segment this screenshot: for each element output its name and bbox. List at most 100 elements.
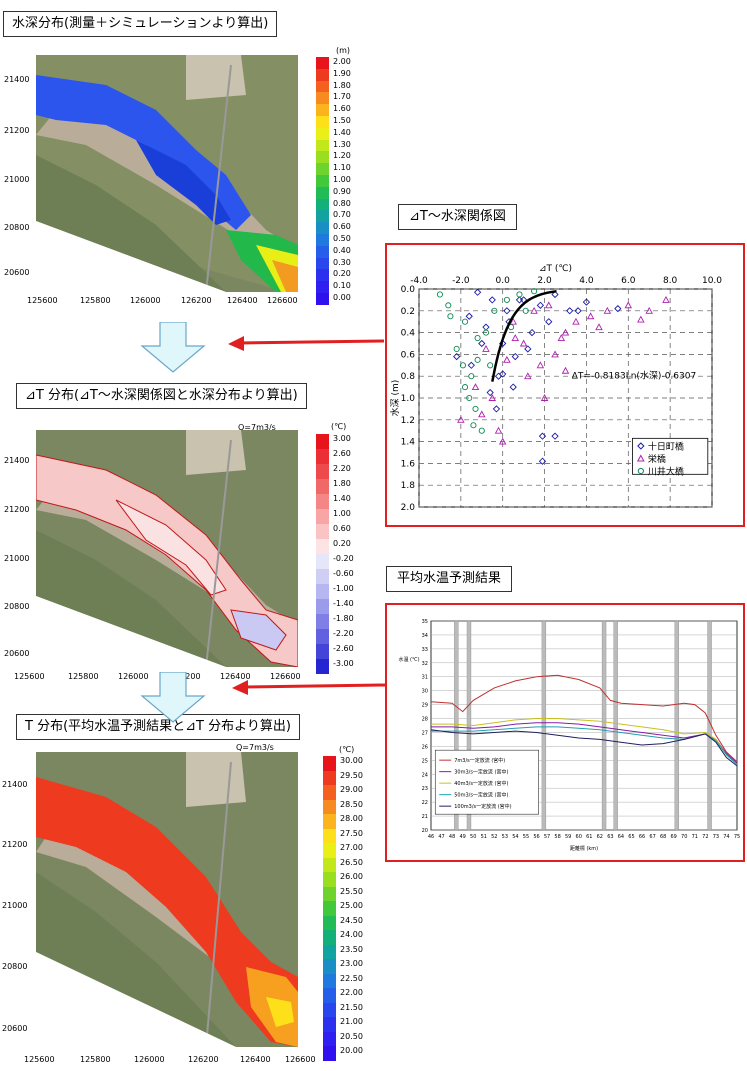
colorbar-swatch bbox=[316, 151, 329, 164]
y-tick-label: 29 bbox=[422, 703, 428, 709]
y-tick-label: 0.6 bbox=[401, 350, 416, 360]
colorbar-label: 1.40 bbox=[333, 494, 351, 503]
legend-marker bbox=[637, 467, 644, 475]
x-axis-label: ⊿T (℃) bbox=[539, 264, 572, 274]
colorbar-swatch bbox=[316, 614, 329, 629]
colorbar-swatch bbox=[323, 944, 336, 959]
colorbar-label: -3.00 bbox=[333, 659, 354, 668]
colorbar-swatch bbox=[323, 915, 336, 930]
colorbar-swatch bbox=[316, 539, 329, 554]
colorbar-label: 0.60 bbox=[333, 524, 351, 533]
colorbar-label: 26.00 bbox=[340, 872, 363, 881]
down-arrow-icon bbox=[140, 322, 206, 373]
colorbar-swatch bbox=[323, 1046, 336, 1061]
data-point bbox=[509, 383, 517, 391]
data-point bbox=[459, 362, 466, 369]
colorbar-swatch bbox=[316, 494, 329, 509]
colorbar-label: 22.00 bbox=[340, 988, 363, 997]
colorbar-swatch bbox=[323, 799, 336, 814]
x-tick-label: 67 bbox=[649, 834, 655, 840]
series-line bbox=[430, 674, 738, 763]
x-tick-label: 68 bbox=[660, 834, 666, 840]
colorbar-label: 1.30 bbox=[333, 139, 351, 149]
legend-box bbox=[632, 437, 709, 475]
y-tick-label: 0.4 bbox=[401, 329, 416, 339]
colorbar-label: 2.60 bbox=[333, 449, 351, 458]
colorbar-swatch bbox=[316, 104, 329, 116]
colorbar-label: 29.00 bbox=[340, 785, 363, 794]
colorbar-label: 25.00 bbox=[340, 901, 363, 910]
colorbar-label: 0.50 bbox=[333, 234, 351, 243]
x-tick-label: 6.0 bbox=[621, 276, 636, 286]
colorbar-label: 1.60 bbox=[333, 104, 351, 114]
dt-map-image bbox=[36, 430, 298, 667]
x-tick-label: 57 bbox=[544, 834, 550, 840]
data-point bbox=[486, 388, 494, 397]
fit-equation-annotation: ΔT=-0.8183Ln(水深)-0.6307 bbox=[572, 369, 696, 381]
y-tick-label: 0.8 bbox=[401, 372, 416, 382]
x-tick-label: 2.0 bbox=[537, 276, 552, 286]
data-point bbox=[528, 328, 536, 337]
y-tick-label: 31 bbox=[422, 675, 428, 681]
colorbar-swatch bbox=[323, 756, 336, 771]
colorbar-swatch bbox=[316, 584, 329, 599]
data-point bbox=[538, 432, 547, 440]
legend-label: 川井大橋 bbox=[648, 465, 684, 477]
colorbar-swatch bbox=[323, 901, 336, 916]
relation-scatter-chart: -4.0 -2.0 0.0 2.0 4.0 6.0 8.0 10.0 0.0 0.2 0.4 0.6 0… bbox=[389, 264, 722, 513]
station-bar bbox=[541, 620, 547, 831]
y-tick-label: 26 bbox=[422, 744, 428, 750]
data-point bbox=[470, 422, 477, 429]
dt-colorbar: 3.00 2.60 2.20 1.80 1.40 1.00 0.60 0.20 -0.20 -0.… bbox=[316, 434, 366, 674]
colorbar-swatch bbox=[316, 464, 329, 479]
data-point bbox=[561, 328, 570, 336]
data-point bbox=[614, 304, 622, 313]
colorbar-label: 0.20 bbox=[333, 269, 351, 279]
x-tick-label: 64 bbox=[618, 834, 624, 840]
colorbar-swatch bbox=[316, 434, 329, 449]
colorbar-swatch bbox=[316, 644, 329, 659]
data-point bbox=[461, 384, 469, 391]
colorbar-label: 0.90 bbox=[333, 186, 351, 196]
y-tick-label: 0.0 bbox=[401, 285, 416, 295]
data-point bbox=[551, 290, 559, 299]
colorbar-swatch bbox=[323, 886, 336, 901]
data-point bbox=[445, 302, 452, 309]
colorbar-swatch bbox=[316, 163, 329, 175]
data-point bbox=[503, 355, 511, 363]
colorbar-swatch bbox=[323, 1031, 336, 1046]
y-tick-label: 33 bbox=[422, 647, 428, 653]
x-tick-label: 55 bbox=[523, 834, 529, 840]
colorbar-label: -2.20 bbox=[333, 629, 354, 638]
data-point bbox=[503, 296, 510, 303]
data-point bbox=[519, 339, 528, 347]
colorbar-swatch bbox=[316, 116, 329, 128]
data-point bbox=[472, 405, 479, 412]
x-tick-label: 53 bbox=[502, 834, 508, 840]
x-tick-label: 58 bbox=[554, 834, 560, 840]
colorbar-label: 1.00 bbox=[333, 509, 351, 518]
depth-colorbar: 2.00 1.90 1.80 1.70 1.60 1.50 1.40 1.30 1.20 1.10… bbox=[316, 57, 366, 305]
colorbar-label: 27.50 bbox=[340, 828, 363, 838]
legend-label: 十日町橋 bbox=[648, 440, 684, 452]
x-tick-label: 72 bbox=[702, 834, 708, 840]
colorbar-swatch bbox=[316, 269, 329, 282]
data-point bbox=[522, 307, 529, 314]
t-distribution-title: T 分布(平均水温予測結果と⊿T 分布より算出) bbox=[16, 714, 300, 740]
x-tick-label: 71 bbox=[692, 834, 698, 840]
colorbar-label: 1.10 bbox=[333, 163, 351, 173]
x-tick-label: 51 bbox=[481, 834, 487, 840]
colorbar-swatch bbox=[323, 814, 336, 829]
colorbar-swatch bbox=[323, 785, 336, 800]
colorbar-label: 2.00 bbox=[333, 57, 351, 66]
q-label-dt: Q=7m3/s bbox=[238, 423, 276, 432]
colorbar-label: 30.00 bbox=[340, 756, 363, 765]
colorbar-swatch bbox=[316, 234, 329, 246]
data-point bbox=[515, 296, 524, 304]
colorbar-label: 28.00 bbox=[340, 814, 363, 823]
data-point bbox=[524, 372, 532, 380]
t-colorbar-unit: (℃) bbox=[339, 745, 355, 754]
data-point bbox=[551, 350, 559, 358]
prediction-chart-frame: 35 34 33 32 31 30 29 28 27 26 25 24 23 22 21 20 46 47 48 49… bbox=[385, 603, 745, 862]
data-point bbox=[467, 361, 475, 369]
